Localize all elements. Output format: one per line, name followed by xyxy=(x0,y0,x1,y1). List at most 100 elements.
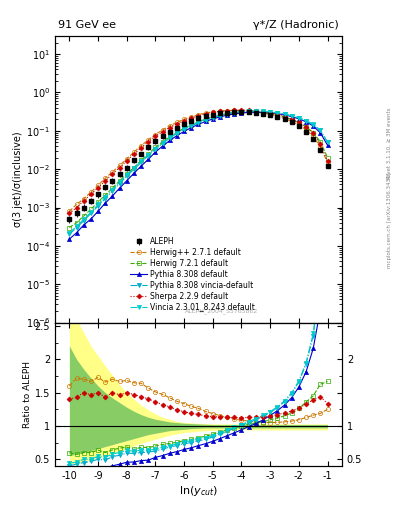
Herwig++ 2.7.1 default xyxy=(325,159,330,165)
Sherpa 2.2.9 default xyxy=(261,109,265,115)
Pythia 8.308 default xyxy=(203,118,208,124)
Herwig++ 2.7.1 default xyxy=(167,123,172,129)
Pythia 8.308 default xyxy=(261,109,265,115)
Pythia 8.308 vincia-default xyxy=(132,166,136,172)
Sherpa 2.2.9 default xyxy=(182,118,187,124)
Herwig++ 2.7.1 default xyxy=(246,108,251,114)
Pythia 8.308 vincia-default xyxy=(117,181,122,187)
Vincia 2.3.01_8.243 default xyxy=(95,201,100,207)
Pythia 8.308 default xyxy=(125,178,129,184)
Herwig++ 2.7.1 default xyxy=(196,112,201,118)
Herwig++ 2.7.1 default xyxy=(203,110,208,116)
Herwig 7.2.1 default xyxy=(261,110,265,116)
Vincia 2.3.01_8.243 default xyxy=(153,145,158,152)
Vincia 2.3.01_8.243 default xyxy=(325,139,330,145)
Herwig 7.2.1 default xyxy=(289,116,294,122)
Pythia 8.308 default xyxy=(182,129,187,135)
Pythia 8.308 vincia-default xyxy=(95,203,100,209)
Text: ALEPH_2004_S5765862: ALEPH_2004_S5765862 xyxy=(185,308,258,314)
Herwig 7.2.1 default xyxy=(95,199,100,205)
Sherpa 2.2.9 default xyxy=(253,108,258,114)
Herwig 7.2.1 default xyxy=(74,220,79,226)
Herwig++ 2.7.1 default xyxy=(95,182,100,188)
Pythia 8.308 vincia-default xyxy=(239,109,244,115)
Sherpa 2.2.9 default xyxy=(167,124,172,131)
Pythia 8.308 vincia-default xyxy=(218,113,222,119)
Sherpa 2.2.9 default xyxy=(225,108,230,114)
Text: 91 GeV ee: 91 GeV ee xyxy=(58,20,116,30)
Pythia 8.308 vincia-default xyxy=(282,111,287,117)
Herwig 7.2.1 default xyxy=(268,111,273,117)
Pythia 8.308 default xyxy=(167,137,172,143)
Vincia 2.3.01_8.243 default xyxy=(218,112,222,118)
Herwig++ 2.7.1 default xyxy=(253,109,258,115)
Herwig++ 2.7.1 default xyxy=(153,132,158,138)
Herwig 7.2.1 default xyxy=(81,213,86,219)
Vincia 2.3.01_8.243 default xyxy=(182,125,187,132)
Pythia 8.308 vincia-default xyxy=(125,173,129,179)
Herwig++ 2.7.1 default xyxy=(318,144,323,150)
Pythia 8.308 vincia-default xyxy=(318,127,323,134)
Pythia 8.308 vincia-default xyxy=(261,109,265,115)
Herwig++ 2.7.1 default xyxy=(88,189,93,196)
Sherpa 2.2.9 default xyxy=(117,164,122,170)
Pythia 8.308 vincia-default xyxy=(311,121,316,127)
Sherpa 2.2.9 default xyxy=(246,107,251,113)
Herwig++ 2.7.1 default xyxy=(110,169,115,175)
Sherpa 2.2.9 default xyxy=(211,110,215,116)
Y-axis label: σ(3 jet)/σ(inclusive): σ(3 jet)/σ(inclusive) xyxy=(13,132,23,227)
Pythia 8.308 vincia-default xyxy=(253,108,258,114)
Herwig++ 2.7.1 default xyxy=(74,201,79,207)
Herwig++ 2.7.1 default xyxy=(218,108,222,114)
Herwig++ 2.7.1 default xyxy=(297,122,301,128)
Vincia 2.3.01_8.243 default xyxy=(88,209,93,216)
Sherpa 2.2.9 default xyxy=(282,114,287,120)
Sherpa 2.2.9 default xyxy=(146,139,151,145)
Herwig 7.2.1 default xyxy=(282,114,287,120)
Sherpa 2.2.9 default xyxy=(304,124,309,130)
Pythia 8.308 vincia-default xyxy=(203,117,208,123)
Vincia 2.3.01_8.243 default xyxy=(318,127,323,133)
Pythia 8.308 default xyxy=(282,112,287,118)
Pythia 8.308 default xyxy=(146,156,151,162)
Herwig 7.2.1 default xyxy=(117,178,122,184)
Vincia 2.3.01_8.243 default xyxy=(81,216,86,222)
Pythia 8.308 vincia-default xyxy=(74,224,79,230)
Herwig 7.2.1 default xyxy=(297,119,301,125)
Vincia 2.3.01_8.243 default xyxy=(289,113,294,119)
Sherpa 2.2.9 default xyxy=(297,119,301,125)
Vincia 2.3.01_8.243 default xyxy=(125,172,129,178)
Pythia 8.308 vincia-default xyxy=(196,120,201,126)
Pythia 8.308 default xyxy=(253,109,258,115)
Vincia 2.3.01_8.243 default xyxy=(203,116,208,122)
Herwig 7.2.1 default xyxy=(189,122,194,128)
Pythia 8.308 default xyxy=(275,111,280,117)
Pythia 8.308 vincia-default xyxy=(189,123,194,129)
Herwig 7.2.1 default xyxy=(232,110,237,116)
Vincia 2.3.01_8.243 default xyxy=(189,122,194,129)
Line: Sherpa 2.2.9 default: Sherpa 2.2.9 default xyxy=(68,109,329,215)
Herwig 7.2.1 default xyxy=(196,119,201,125)
Pythia 8.308 vincia-default xyxy=(139,159,143,165)
Herwig++ 2.7.1 default xyxy=(268,111,273,117)
Pythia 8.308 default xyxy=(67,236,72,242)
Sherpa 2.2.9 default xyxy=(95,184,100,190)
Vincia 2.3.01_8.243 default xyxy=(160,140,165,146)
Herwig++ 2.7.1 default xyxy=(211,109,215,115)
Sherpa 2.2.9 default xyxy=(125,158,129,164)
Vincia 2.3.01_8.243 default xyxy=(253,108,258,114)
Herwig++ 2.7.1 default xyxy=(146,137,151,143)
Line: Pythia 8.308 vincia-default: Pythia 8.308 vincia-default xyxy=(67,109,330,237)
Pythia 8.308 default xyxy=(239,110,244,116)
Pythia 8.308 vincia-default xyxy=(88,210,93,217)
Pythia 8.308 vincia-default xyxy=(81,218,86,224)
Herwig++ 2.7.1 default xyxy=(182,116,187,122)
Herwig 7.2.1 default xyxy=(132,164,136,170)
Herwig 7.2.1 default xyxy=(153,144,158,151)
Pythia 8.308 default xyxy=(304,119,309,125)
Pythia 8.308 default xyxy=(268,110,273,116)
Sherpa 2.2.9 default xyxy=(232,107,237,113)
Vincia 2.3.01_8.243 default xyxy=(139,158,143,164)
Vincia 2.3.01_8.243 default xyxy=(311,121,316,127)
Pythia 8.308 default xyxy=(132,170,136,177)
